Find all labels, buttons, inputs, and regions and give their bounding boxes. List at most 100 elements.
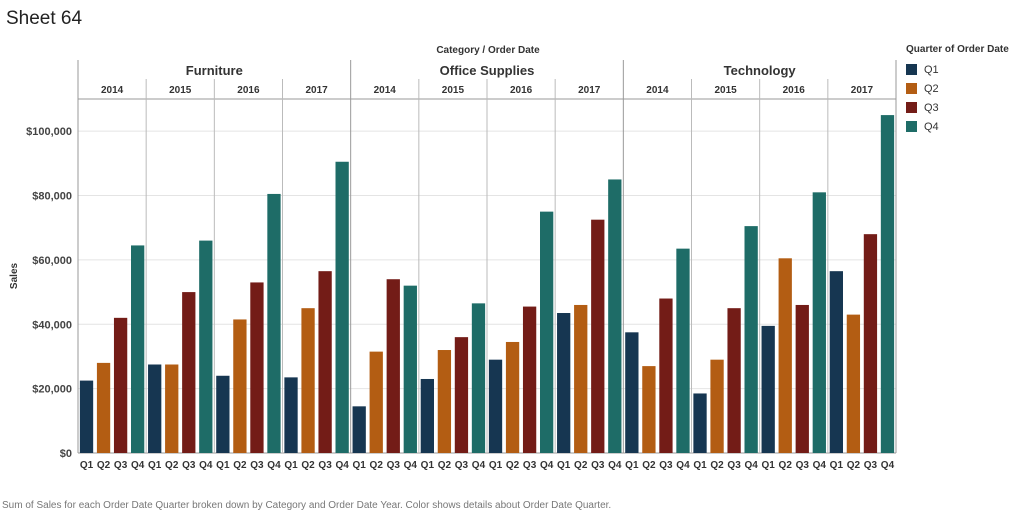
legend-item-q3[interactable]: Q3 — [906, 98, 1009, 117]
year-label: 2014 — [646, 85, 669, 96]
bar-office-supplies-2016-q3 — [522, 306, 537, 453]
quarter-tick-label: Q4 — [744, 460, 758, 471]
bar-technology-2015-q4 — [744, 226, 758, 453]
bar-technology-2016-q4 — [812, 192, 826, 453]
legend-label-q4: Q4 — [924, 120, 939, 133]
bar-technology-2015-q3 — [727, 308, 741, 453]
year-label: 2015 — [169, 85, 192, 96]
quarter-tick-label: Q1 — [830, 460, 844, 471]
quarter-tick-label: Q1 — [353, 460, 367, 471]
quarter-tick-label: Q2 — [847, 460, 861, 471]
legend-title: Quarter of Order Date — [906, 44, 1009, 55]
bar-furniture-2014-q1 — [79, 380, 94, 453]
quarter-tick-label: Q1 — [625, 460, 639, 471]
bar-furniture-2015-q3 — [182, 292, 196, 453]
bar-furniture-2016-q4 — [267, 193, 281, 453]
quarter-tick-label: Q4 — [676, 460, 690, 471]
quarter-tick-label: Q2 — [779, 460, 793, 471]
quarter-tick-label: Q4 — [267, 460, 281, 471]
bar-technology-2015-q2 — [710, 359, 724, 453]
quarter-tick-label: Q4 — [404, 460, 418, 471]
quarter-tick-label: Q1 — [489, 460, 503, 471]
sheet-title: Sheet 64 — [6, 8, 83, 29]
legend-swatch-q4 — [906, 121, 917, 132]
bar-office-supplies-2015-q4 — [471, 303, 486, 453]
quarter-tick-label: Q4 — [131, 460, 145, 471]
bar-technology-2016-q3 — [795, 304, 809, 453]
quarter-tick-label: Q4 — [540, 460, 554, 471]
legend[interactable]: Quarter of Order Date Q1 Q2 Q3 Q4 — [906, 44, 1009, 136]
bar-office-supplies-2015-q2 — [437, 350, 452, 453]
year-label: 2015 — [442, 85, 465, 96]
bar-technology-2014-q1 — [625, 332, 639, 453]
bar-office-supplies-2016-q1 — [488, 359, 503, 453]
quarter-tick-label: Q2 — [370, 460, 384, 471]
bar-technology-2015-q1 — [693, 393, 707, 453]
year-label: 2016 — [783, 85, 806, 96]
quarter-tick-label: Q1 — [284, 460, 298, 471]
legend-swatch-q2 — [906, 83, 917, 94]
quarter-tick-label: Q3 — [659, 460, 673, 471]
year-label: 2016 — [510, 85, 533, 96]
bar-office-supplies-2017-q3 — [591, 219, 605, 453]
bar-technology-2017-q4 — [880, 115, 895, 453]
legend-item-q4[interactable]: Q4 — [906, 117, 1009, 136]
category-label: Office Supplies — [440, 63, 535, 78]
year-label: 2017 — [305, 85, 328, 96]
y-axis-title: Sales — [9, 262, 20, 289]
y-tick-label: $40,000 — [32, 319, 72, 331]
quarter-tick-label: Q2 — [642, 460, 656, 471]
quarter-tick-label: Q2 — [97, 460, 111, 471]
bar-technology-2016-q2 — [778, 258, 792, 453]
bar-furniture-2016-q1 — [216, 375, 230, 453]
quarter-tick-label: Q2 — [506, 460, 520, 471]
legend-item-q1[interactable]: Q1 — [906, 60, 1009, 79]
bar-furniture-2016-q3 — [250, 282, 264, 453]
year-label: 2014 — [374, 85, 397, 96]
bar-technology-2014-q3 — [659, 298, 673, 453]
year-label: 2017 — [578, 85, 601, 96]
bar-chart: $0 $20,000 $40,000 $60,000 $80,000 $100,000 Sa… — [9, 60, 897, 471]
bar-furniture-2014-q3 — [113, 317, 128, 453]
legend-label-q1: Q1 — [924, 63, 939, 76]
quarter-tick-label: Q4 — [472, 460, 486, 471]
quarter-tick-label: Q3 — [591, 460, 605, 471]
bar-furniture-2015-q2 — [165, 364, 179, 453]
bar-technology-2014-q2 — [642, 366, 656, 453]
bar-technology-2016-q1 — [761, 325, 775, 453]
bar-furniture-2015-q4 — [199, 240, 213, 453]
quarter-tick-label: Q3 — [318, 460, 332, 471]
quarter-tick-label: Q3 — [727, 460, 741, 471]
y-tick-label: $80,000 — [32, 191, 72, 203]
quarter-tick-label: Q1 — [148, 460, 162, 471]
quarter-tick-label: Q4 — [881, 460, 895, 471]
quarter-tick-label: Q2 — [574, 460, 588, 471]
bar-furniture-2017-q3 — [318, 271, 332, 453]
quarter-tick-label: Q3 — [250, 460, 264, 471]
category-label: Technology — [724, 63, 797, 78]
quarter-tick-label: Q3 — [523, 460, 537, 471]
quarter-tick-label: Q3 — [864, 460, 878, 471]
bar-office-supplies-2016-q4 — [539, 211, 554, 453]
quarter-tick-label: Q4 — [199, 460, 213, 471]
bar-office-supplies-2014-q1 — [352, 406, 366, 453]
bar-office-supplies-2015-q3 — [454, 337, 469, 453]
quarter-tick-label: Q1 — [216, 460, 230, 471]
year-label: 2015 — [714, 85, 737, 96]
quarter-tick-label: Q1 — [762, 460, 776, 471]
year-label: 2016 — [237, 85, 260, 96]
bar-office-supplies-2015-q1 — [420, 378, 435, 453]
quarter-tick-label: Q1 — [693, 460, 707, 471]
bar-office-supplies-2016-q2 — [505, 341, 520, 453]
legend-swatch-q1 — [906, 64, 917, 75]
quarter-tick-label: Q2 — [710, 460, 724, 471]
bar-furniture-2015-q1 — [148, 364, 162, 453]
legend-item-q2[interactable]: Q2 — [906, 79, 1009, 98]
quarter-tick-label: Q3 — [182, 460, 196, 471]
quarter-tick-label: Q2 — [438, 460, 452, 471]
quarter-tick-label: Q1 — [80, 460, 94, 471]
y-tick-label: $0 — [60, 448, 72, 460]
chart-caption: Sum of Sales for each Order Date Quarter… — [2, 500, 612, 511]
bar-office-supplies-2017-q2 — [574, 304, 588, 453]
legend-label-q3: Q3 — [924, 101, 939, 114]
